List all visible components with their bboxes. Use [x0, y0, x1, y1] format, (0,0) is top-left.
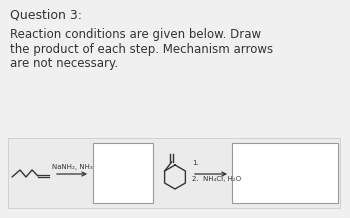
- Bar: [232, 143, 338, 203]
- Bar: [8, 138, 340, 208]
- Bar: [93, 143, 153, 203]
- Text: 1.: 1.: [192, 160, 199, 166]
- Text: NaNH₂, NH₃: NaNH₂, NH₃: [52, 164, 92, 170]
- Text: Reaction conditions are given below. Draw: Reaction conditions are given below. Dra…: [10, 28, 261, 41]
- Text: Question 3:: Question 3:: [10, 8, 82, 21]
- Text: the product of each step. Mechanism arrows: the product of each step. Mechanism arro…: [10, 43, 273, 56]
- Text: are not necessary.: are not necessary.: [10, 57, 118, 70]
- Text: 2.  NH₄Cl, H₂O: 2. NH₄Cl, H₂O: [192, 176, 241, 182]
